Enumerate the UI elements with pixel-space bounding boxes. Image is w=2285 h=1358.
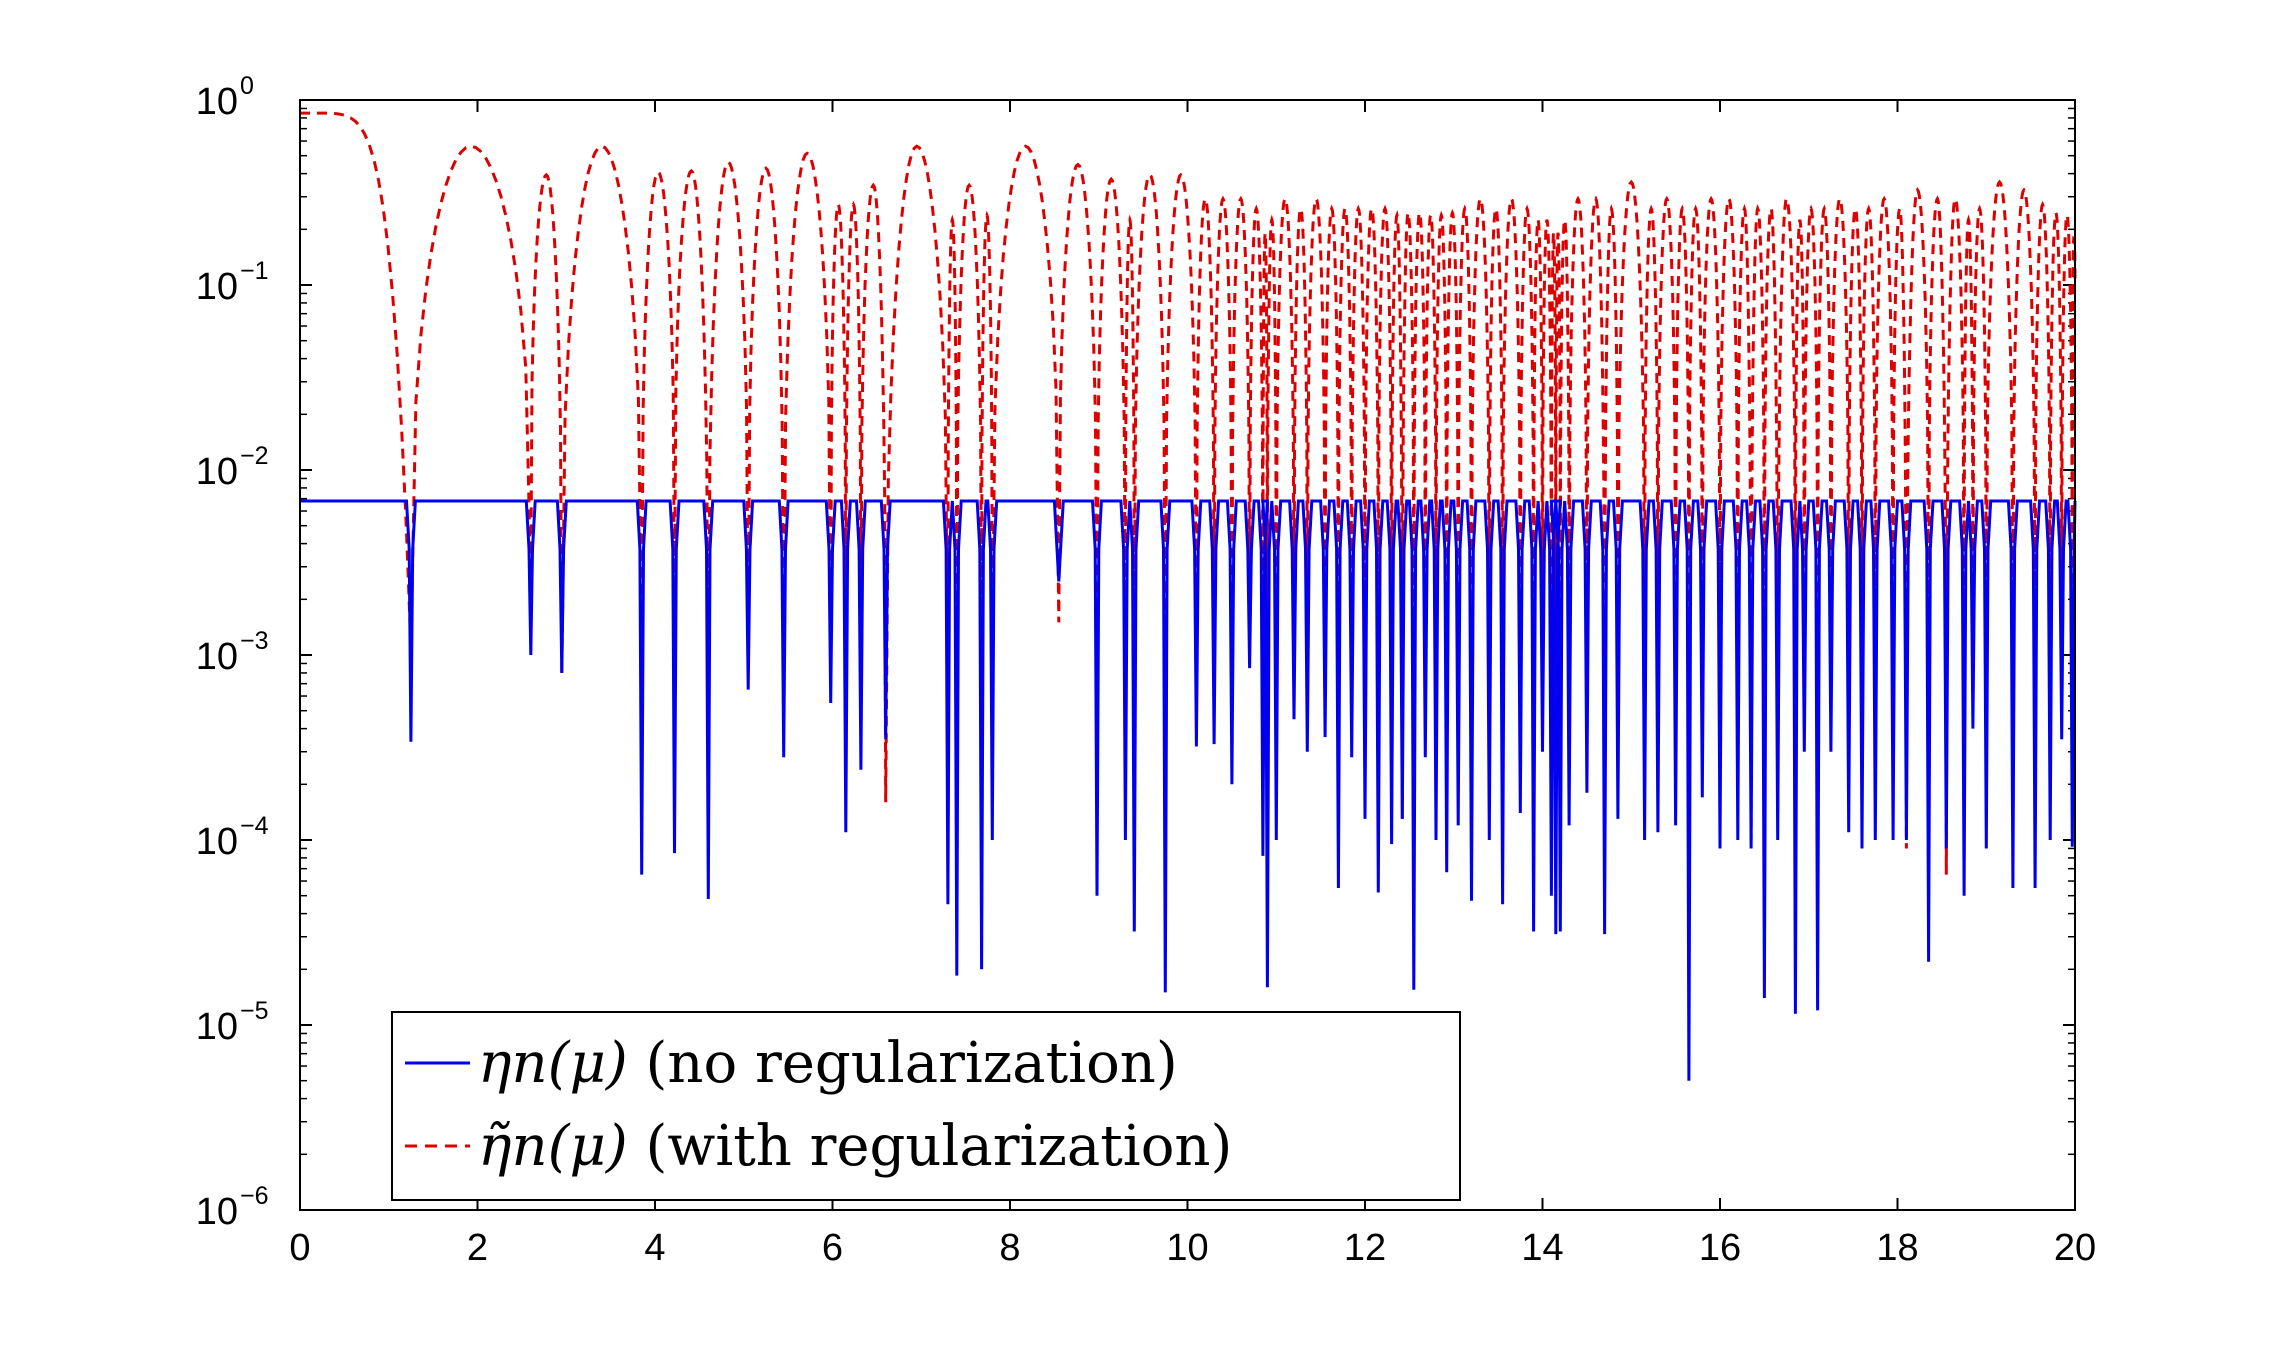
x-tick-label: 16 [1699, 1227, 1741, 1269]
legend-desc-with-regularization: (with regularization) [646, 1114, 1233, 1179]
x-tick-label: 20 [2054, 1227, 2096, 1269]
y-tick-label: 10 [196, 451, 238, 493]
x-tick-label: 10 [1166, 1227, 1208, 1269]
x-tick-label: 4 [644, 1227, 665, 1269]
series-with-regularization [300, 111, 2077, 875]
series-no-regularization [300, 499, 2077, 1081]
x-tick-label: 6 [822, 1227, 843, 1269]
y-tick-exponent: −5 [240, 997, 269, 1025]
y-tick-exponent: −3 [240, 627, 269, 655]
legend-label-with-regularization: η̃n(μ) (with regularization) [478, 1114, 1232, 1179]
y-tick-label: 10 [196, 636, 238, 678]
x-tick-label: 0 [289, 1227, 310, 1269]
y-tick-exponent: 0 [240, 72, 254, 100]
legend-label-no-regularization: ηn(μ) (no regularization) [478, 1031, 1178, 1096]
legend-math-with-regularization: η̃n(μ) [478, 1114, 628, 1179]
y-tick-exponent: −2 [240, 442, 269, 470]
line-no-regularization [300, 499, 2077, 1081]
x-tick-label: 8 [999, 1227, 1020, 1269]
y-tick-label: 10 [196, 266, 238, 308]
y-tick-exponent: −1 [240, 257, 269, 285]
legend-box [391, 1011, 1461, 1201]
y-tick-label: 10 [196, 81, 238, 123]
y-tick-label: 10 [196, 1006, 238, 1048]
x-tick-label: 2 [467, 1227, 488, 1269]
plot-frame [299, 99, 2076, 1211]
x-tick-label: 14 [1521, 1227, 1563, 1269]
legend-math-no-regularization: ηn(μ) [478, 1031, 628, 1096]
y-tick-label: 10 [196, 1191, 238, 1233]
legend: ηn(μ) (no regularization) η̃n(μ) (with r… [391, 1011, 1461, 1201]
legend-desc-no-regularization: (no regularization) [646, 1031, 1178, 1096]
y-tick-exponent: −4 [240, 812, 269, 840]
x-tick-label: 18 [1876, 1227, 1918, 1269]
line-with-regularization [300, 111, 2077, 875]
y-tick-label: 10 [196, 821, 238, 863]
y-tick-exponent: −6 [240, 1182, 269, 1210]
x-tick-label: 12 [1344, 1227, 1386, 1269]
